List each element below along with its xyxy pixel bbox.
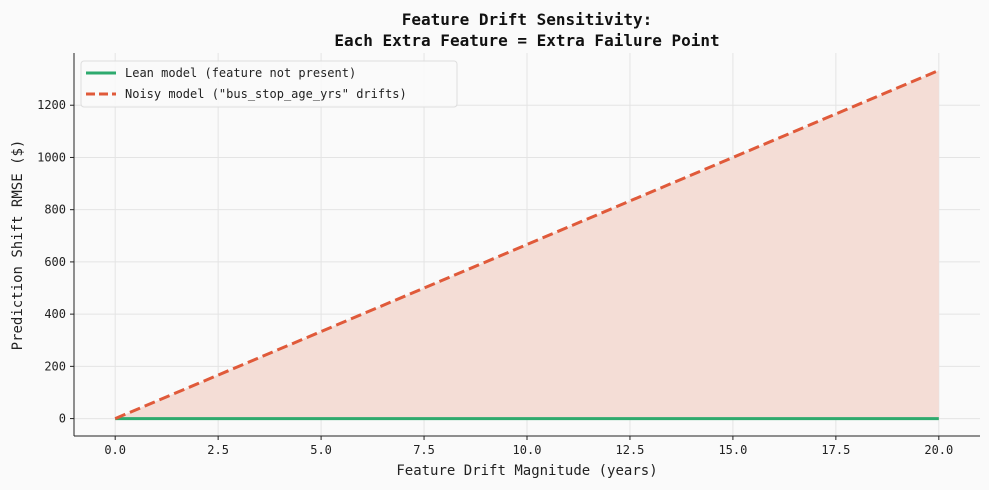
- y-axis-label: Prediction Shift RMSE ($): [10, 140, 26, 351]
- x-tick-label: 12.5: [616, 443, 645, 457]
- y-tick-label: 200: [44, 359, 66, 373]
- legend: Lean model (feature not present) Noisy m…: [80, 60, 458, 108]
- x-tick-label: 5.0: [310, 443, 332, 457]
- x-tick-label: 17.5: [821, 443, 850, 457]
- legend-box: [80, 60, 458, 108]
- y-tick-label: 1000: [37, 150, 66, 164]
- chart-title-line-2: Each Extra Feature = Extra Failure Point: [334, 31, 719, 50]
- x-tick-label: 0.0: [104, 443, 126, 457]
- y-tick-label: 0: [59, 412, 66, 426]
- fill-area: [115, 70, 939, 419]
- x-tick-label: 10.0: [513, 443, 542, 457]
- x-axis-ticks: 0.0 2.5 5.0 7.5 10.0 12.5 15.0 17.5 20.0: [104, 436, 953, 457]
- series-line-noisy: [114, 69, 940, 420]
- x-tick-label: 20.0: [924, 443, 953, 457]
- y-tick-label: 1200: [37, 98, 66, 112]
- fill-between-area: [115, 70, 939, 419]
- y-tick-label: 800: [44, 203, 66, 217]
- chart-title-line-1: Feature Drift Sensitivity:: [402, 10, 652, 29]
- legend-label-lean: Lean model (feature not present): [125, 66, 356, 80]
- x-axis-label: Feature Drift Magnitude (years): [396, 463, 657, 479]
- y-tick-label: 400: [44, 307, 66, 321]
- x-tick-label: 2.5: [207, 443, 229, 457]
- y-axis-ticks: 0 200 400 600 800 1000 1200: [37, 98, 74, 426]
- legend-label-noisy: Noisy model ("bus_stop_age_yrs" drifts): [125, 87, 407, 101]
- y-tick-label: 600: [44, 255, 66, 269]
- x-tick-label: 7.5: [413, 443, 435, 457]
- series-lines: [114, 69, 940, 421]
- x-tick-label: 15.0: [718, 443, 747, 457]
